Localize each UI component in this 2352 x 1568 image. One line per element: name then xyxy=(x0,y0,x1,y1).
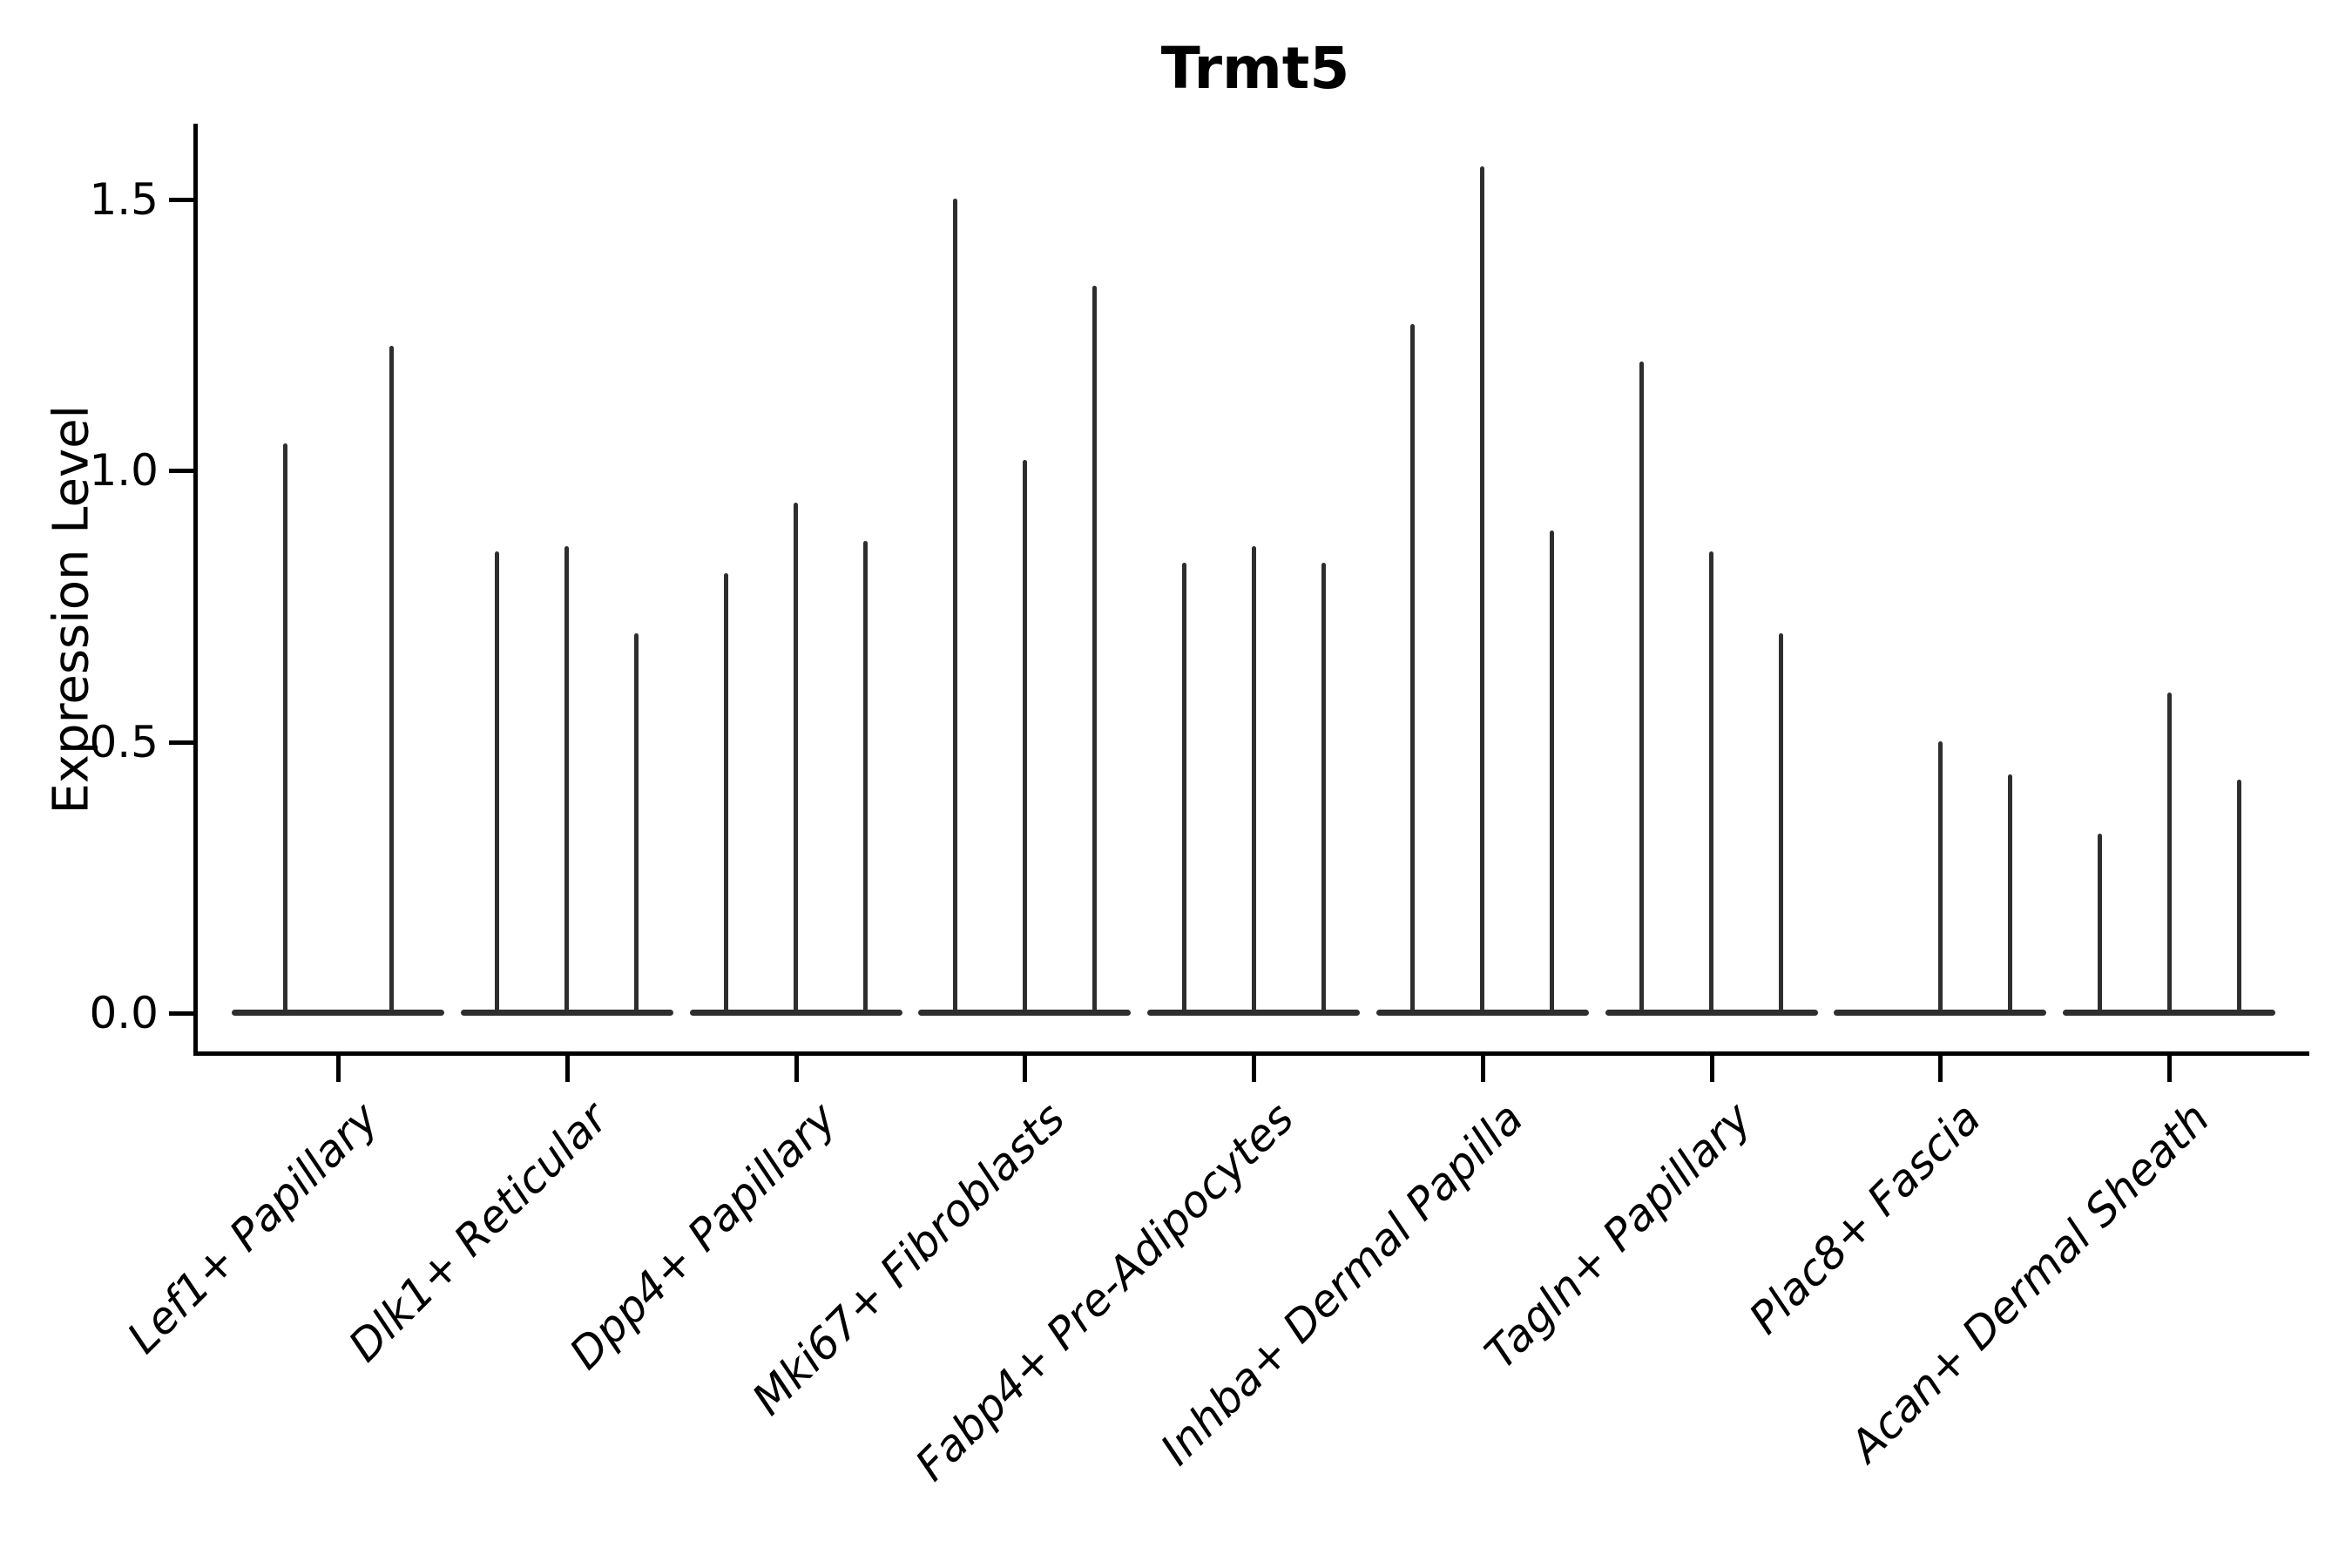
violin-spike xyxy=(2097,834,2102,1013)
y-tick-label: 1.5 xyxy=(89,173,159,225)
violin-spike xyxy=(1181,563,1186,1013)
y-tick-label: 0.5 xyxy=(89,716,159,767)
x-tick xyxy=(1480,1056,1485,1082)
violin-spike xyxy=(952,199,957,1013)
x-tick xyxy=(336,1056,341,1082)
violin-spike xyxy=(724,573,728,1013)
violin-spike xyxy=(1022,460,1027,1013)
x-tick xyxy=(2167,1056,2172,1082)
x-tick-label: Fabp4+ Pre-Adipocytes xyxy=(906,1092,1304,1491)
x-tick xyxy=(564,1056,570,1082)
x-tick xyxy=(1709,1056,1714,1082)
violin-spike xyxy=(2236,780,2241,1013)
x-tick xyxy=(794,1056,799,1082)
violin-spike xyxy=(1709,551,1713,1013)
violin-spike xyxy=(1321,563,1326,1013)
y-axis-spine xyxy=(193,124,198,1056)
y-tick xyxy=(169,740,195,745)
violin-spike xyxy=(1937,741,1943,1013)
y-tick xyxy=(169,1011,195,1016)
violin-spike xyxy=(1779,633,1783,1013)
violin-spike xyxy=(564,546,570,1013)
x-tick-label: Lef1+ Papillary xyxy=(118,1092,389,1363)
violin-spike xyxy=(2007,774,2012,1013)
violin-base xyxy=(232,1010,444,1016)
y-tick-label: 1.0 xyxy=(89,445,159,496)
y-tick xyxy=(169,469,195,473)
violin-spike xyxy=(1092,286,1097,1013)
violin-spike xyxy=(863,541,868,1013)
violin-spike xyxy=(634,633,639,1013)
y-tick xyxy=(169,197,195,202)
x-tick xyxy=(1252,1056,1256,1082)
violin-spike xyxy=(794,503,798,1013)
x-tick-label: Plac8+ Fascia xyxy=(1739,1092,1990,1344)
violin-spike xyxy=(495,551,500,1013)
violin-spike xyxy=(282,443,287,1013)
violin-spike xyxy=(1480,166,1485,1013)
violin-spike xyxy=(1550,531,1555,1013)
x-tick xyxy=(1938,1056,1943,1082)
violin-spike xyxy=(2166,693,2172,1013)
x-axis-spine xyxy=(193,1051,2309,1056)
x-tick xyxy=(1023,1056,1028,1082)
violin-spike xyxy=(389,346,394,1013)
violin-spike xyxy=(1410,324,1416,1013)
chart-title: Trmt5 xyxy=(1160,35,1350,102)
violin-spike xyxy=(1251,546,1256,1013)
y-tick-label: 0.0 xyxy=(89,988,159,1038)
violin-spike xyxy=(1639,362,1644,1013)
